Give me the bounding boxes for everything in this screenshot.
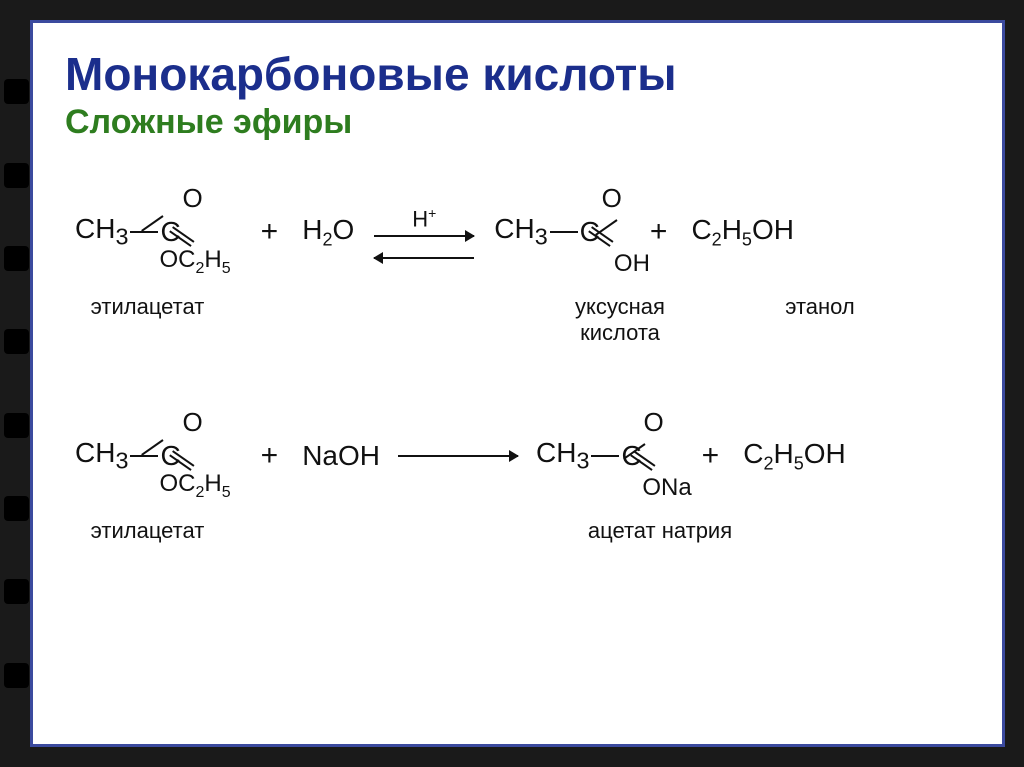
carbonyl-group: C O OC2H5 <box>160 218 180 246</box>
plus-sign: + <box>650 215 668 249</box>
reaction-1: CH3 C O OC2H5 + H2O H+ <box>65 182 970 282</box>
bond <box>130 455 158 457</box>
ona-group: ONa <box>642 444 691 502</box>
molecule-acetic-acid: CH3 C O OH <box>494 182 600 282</box>
group-ch3: CH3 <box>75 213 128 251</box>
carbonyl-group: C O OC2H5 <box>160 442 180 470</box>
carbonyl-group: C O ONa <box>621 442 641 470</box>
binder-holes <box>0 20 30 747</box>
binder-hole <box>4 496 29 521</box>
ester-group: OC2H5 <box>160 216 231 278</box>
binder-hole <box>4 579 29 604</box>
product-ethanol: C2H5OH <box>691 214 794 251</box>
bond <box>130 231 158 233</box>
binder-hole <box>4 163 29 188</box>
ester-group: OC2H5 <box>160 440 231 502</box>
slide-frame: Монокарбоновые кислоты Сложные эфиры CH3… <box>30 20 1005 747</box>
plus-sign: + <box>261 215 279 249</box>
reaction-2-labels: этилацетат ацетат натрия <box>65 518 970 544</box>
molecule-sodium-acetate: CH3 C O ONa <box>536 406 642 506</box>
binder-hole <box>4 246 29 271</box>
label-acetic-acid: уксуснаякислота <box>555 294 685 346</box>
title-sub: Сложные эфиры <box>65 103 970 142</box>
group-ch3: CH3 <box>536 437 589 475</box>
group-ch3: CH3 <box>75 437 128 475</box>
bond <box>591 455 619 457</box>
label-ethanol: этанол <box>765 294 875 346</box>
arrow-condition: H+ <box>412 205 436 232</box>
hydroxyl-group: OH <box>614 220 650 278</box>
label-sodium-acetate: ацетат натрия <box>575 518 745 544</box>
plus-sign: + <box>261 439 279 473</box>
carbonyl-group: C O OH <box>580 218 600 246</box>
binder-hole <box>4 329 29 354</box>
bond <box>550 231 578 233</box>
molecule-ethylacetate-1: CH3 C O OC2H5 <box>75 182 181 282</box>
binder-hole <box>4 663 29 688</box>
group-ch3: CH3 <box>494 213 547 251</box>
title-main: Монокарбоновые кислоты <box>65 47 970 101</box>
binder-hole <box>4 79 29 104</box>
reaction-1-labels: этилацетат уксуснаякислота этанол <box>65 294 970 346</box>
molecule-ethylacetate-2: CH3 C O OC2H5 <box>75 406 181 506</box>
equilibrium-arrow: H+ <box>374 205 474 258</box>
plus-sign: + <box>702 439 720 473</box>
binder-hole <box>4 413 29 438</box>
label-ethylacetate: этилацетат <box>75 294 220 346</box>
product-ethanol-2: C2H5OH <box>743 438 846 475</box>
reagent-naoh: NaOH <box>302 440 380 472</box>
label-ethylacetate-2: этилацетат <box>75 518 220 544</box>
forward-arrow <box>398 455 518 457</box>
reagent-water: H2O <box>302 214 354 251</box>
reaction-2: CH3 C O OC2H5 + NaOH <box>65 406 970 506</box>
